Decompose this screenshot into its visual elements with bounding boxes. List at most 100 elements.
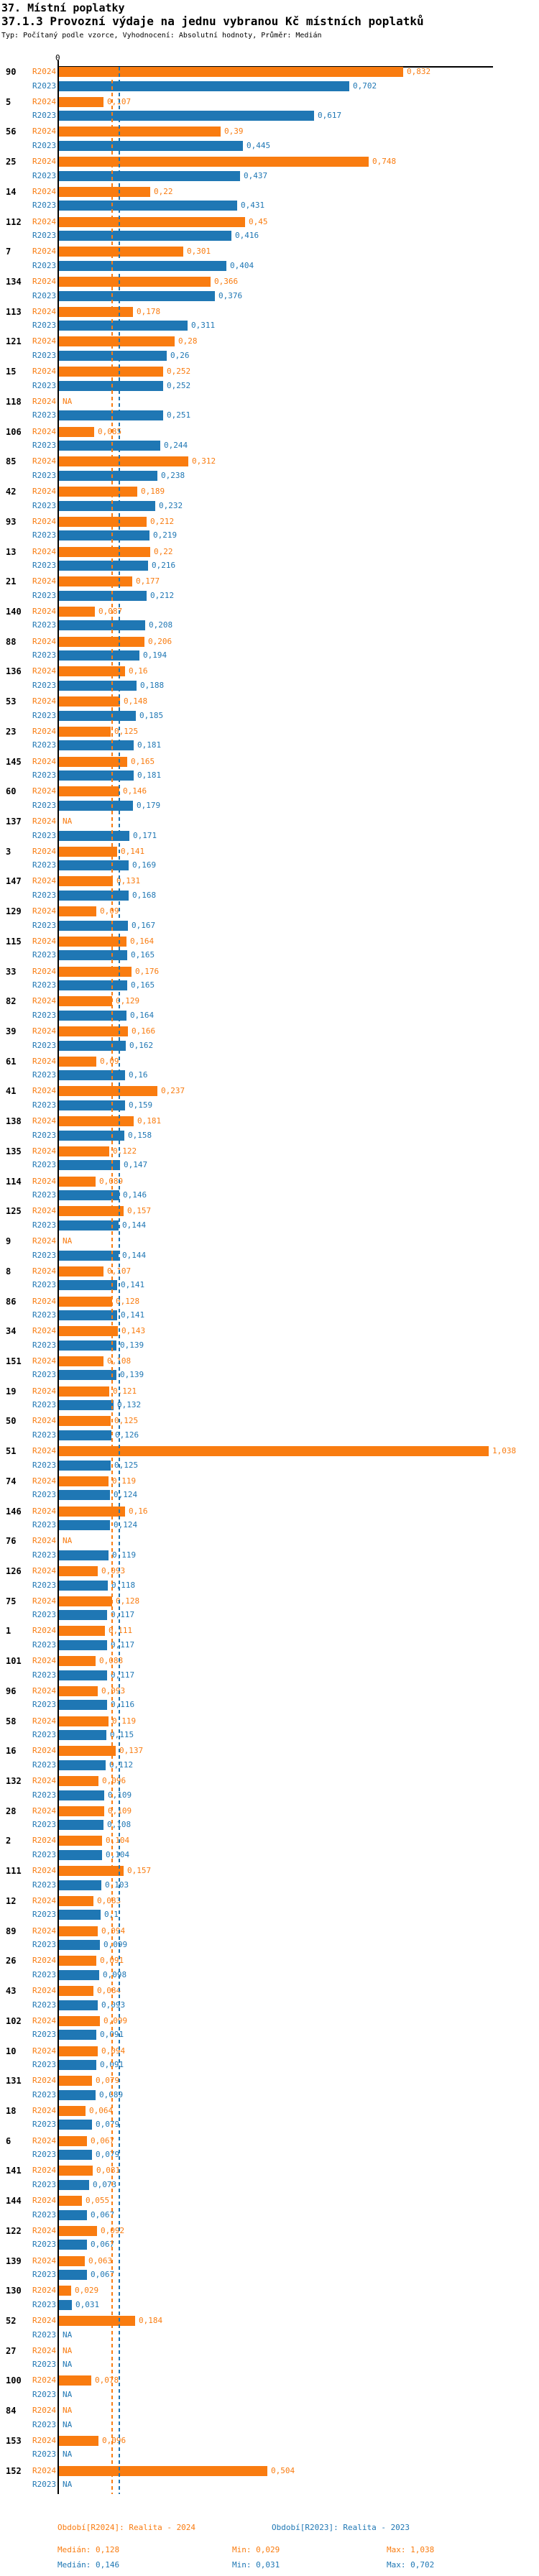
bar-r2023	[59, 770, 134, 781]
value-label-r2023: 0,141	[121, 1310, 145, 1320]
group-id-label: 136	[6, 666, 22, 677]
value-label-r2023: 0,098	[103, 1969, 127, 1979]
series-label-r2024: R2024	[32, 2105, 57, 2115]
bar-r2024	[59, 306, 133, 317]
value-label-r2023: NA	[63, 2480, 73, 2490]
value-label-r2023: 0,171	[133, 830, 157, 840]
bar-r2023	[59, 2270, 87, 2281]
series-label-r2023: R2023	[32, 980, 57, 990]
series-label-r2023: R2023	[32, 1070, 57, 1080]
chart-group: 74 R2024 0,119 R2023 0,124	[0, 1476, 539, 1506]
value-label-r2023: 0,126	[115, 1430, 139, 1440]
value-label-r2023: 0,124	[114, 1520, 138, 1530]
series-label-r2024: R2024	[32, 1446, 57, 1456]
series-label-r2023: R2023	[32, 620, 57, 630]
series-label-r2024: R2024	[32, 1716, 57, 1726]
value-label-r2023: 0,079	[96, 2120, 120, 2130]
series-label-r2024: R2024	[32, 126, 57, 137]
group-id-label: 144	[6, 2196, 22, 2207]
series-label-r2023: R2023	[32, 710, 57, 720]
bar-r2024	[59, 1026, 128, 1037]
bar-r2023	[59, 2030, 96, 2041]
value-label-r2024: 0,16	[129, 1506, 148, 1516]
chart-subtitle: 37.1.3 Provozní výdaje na jednu vybranou…	[1, 14, 424, 28]
legend-period-r2023: Období[R2023]: Realita - 2023	[272, 2523, 410, 2532]
bar-r2023	[59, 500, 155, 511]
chart-group: 93 R2024 0,212 R2023 0,219	[0, 516, 539, 547]
value-label-r2023: 0,147	[124, 1160, 148, 1170]
chart-group: 7 R2024 0,301 R2023 0,404	[0, 247, 539, 277]
value-label-r2023: 0,219	[153, 530, 178, 540]
series-label-r2023: R2023	[32, 1340, 57, 1350]
bar-r2023	[59, 140, 243, 151]
x-axis-zero-label: 0	[55, 53, 60, 63]
group-id-label: 42	[6, 487, 17, 497]
bar-r2024	[59, 1986, 93, 1997]
series-label-r2024: R2024	[32, 2375, 57, 2386]
group-id-label: 138	[6, 1116, 22, 1127]
median-line-r2024	[111, 67, 113, 2494]
series-label-r2024: R2024	[32, 906, 57, 916]
value-label-r2023: 0,702	[353, 80, 377, 91]
group-id-label: 96	[6, 1685, 17, 1696]
value-label-r2023: 0,238	[161, 470, 185, 480]
series-label-r2024: R2024	[32, 2286, 57, 2296]
series-label-r2023: R2023	[32, 1790, 57, 1800]
bar-r2023	[59, 620, 145, 631]
bar-r2023	[59, 1010, 126, 1021]
group-id-label: 82	[6, 996, 17, 1007]
chart-group: 53 R2024 0,148 R2023 0,185	[0, 696, 539, 727]
series-label-r2024: R2024	[32, 666, 57, 676]
series-label-r2023: R2023	[32, 350, 57, 360]
chart-group: 50 R2024 0,125 R2023 0,126	[0, 1416, 539, 1446]
bar-r2024	[59, 1176, 96, 1187]
value-label-r2024: 0,212	[150, 516, 175, 526]
value-label-r2024: 0,09	[100, 906, 119, 916]
bar-r2024	[59, 2465, 267, 2476]
chart-group: 21 R2024 0,177 R2023 0,212	[0, 576, 539, 607]
series-label-r2023: R2023	[32, 1130, 57, 1140]
series-label-r2024: R2024	[32, 2046, 57, 2056]
group-id-label: 121	[6, 336, 22, 347]
bar-r2023	[59, 470, 157, 481]
chart-group: 146 R2024 0,16 R2023 0,124	[0, 1506, 539, 1537]
chart-group: 90 R2024 0,832 R2023 0,702	[0, 67, 539, 97]
chart-group: 84 R2024 NA R2023 NA	[0, 2406, 539, 2436]
group-id-label: 75	[6, 1596, 17, 1606]
stat-median-r2024: Medián: 0,128	[57, 2545, 120, 2554]
group-id-label: 5	[6, 96, 11, 107]
value-label-r2024: 0,078	[95, 2375, 119, 2386]
series-label-r2023: R2023	[32, 231, 57, 241]
group-id-label: 41	[6, 1086, 17, 1097]
value-label-r2024: 0,312	[192, 456, 216, 466]
bar-r2024	[59, 1086, 157, 1097]
bar-r2024	[59, 1386, 109, 1397]
group-id-label: 100	[6, 2375, 22, 2386]
series-label-r2024: R2024	[32, 1146, 57, 1156]
value-label-r2023: 0,169	[132, 860, 157, 870]
group-id-label: 26	[6, 1956, 17, 1966]
chart-group: 58 R2024 0,119 R2023 0,115	[0, 1716, 539, 1747]
value-label-r2024: 0,125	[114, 726, 139, 736]
bar-r2024	[59, 606, 95, 617]
series-label-r2023: R2023	[32, 1880, 57, 1890]
group-id-label: 14	[6, 186, 17, 197]
group-id-label: 115	[6, 936, 22, 947]
stat-max-r2023: Max: 0,702	[387, 2560, 435, 2570]
bar-r2023	[59, 740, 134, 751]
value-label-r2024: 0,184	[139, 2316, 163, 2325]
bar-r2023	[59, 1400, 114, 1411]
series-label-r2024: R2024	[32, 1116, 57, 1126]
bar-r2024	[59, 546, 150, 557]
bar-r2024	[59, 576, 132, 587]
bar-r2023	[59, 1340, 116, 1351]
chart-group: 82 R2024 0,129 R2023 0,164	[0, 996, 539, 1026]
group-id-label: 7	[6, 247, 11, 257]
series-label-r2024: R2024	[32, 1476, 57, 1486]
value-label-r2023: 0,119	[112, 1550, 137, 1560]
bar-r2023	[59, 1610, 107, 1621]
bar-r2024	[59, 1206, 124, 1217]
